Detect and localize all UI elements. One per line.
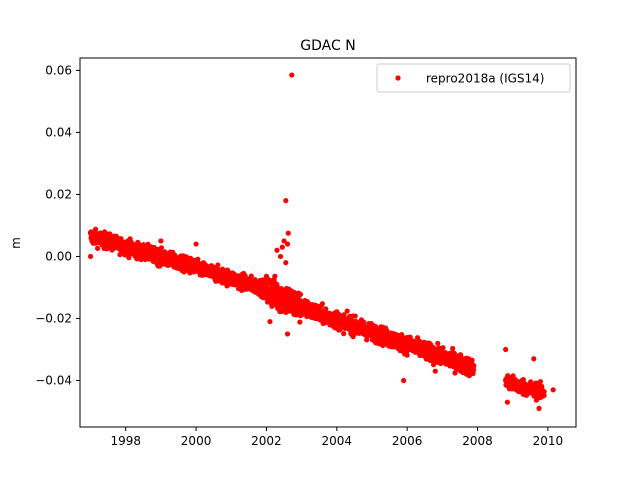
x-tick-label: 2006	[392, 434, 423, 448]
data-point	[536, 405, 542, 411]
chart-title: GDAC N	[300, 38, 355, 54]
data-point	[469, 357, 475, 363]
data-point	[440, 345, 446, 351]
x-tick-label: 2008	[462, 434, 493, 448]
data-point	[93, 226, 99, 232]
data-point	[158, 238, 164, 244]
x-axis-ticks: 1998 2000 2002 2004 2006 2008 2010	[110, 427, 563, 448]
y-tick-label: 0.02	[45, 187, 72, 201]
legend-box	[376, 63, 571, 93]
data-point	[352, 313, 358, 319]
data-point	[183, 254, 190, 260]
data-point	[541, 392, 547, 399]
data-point	[297, 291, 303, 297]
data-point	[285, 230, 291, 236]
x-tick-label: 2004	[322, 434, 353, 448]
data-point	[94, 245, 101, 251]
legend-label-repro2018a: repro2018a (IGS14)	[426, 72, 544, 86]
data-point	[283, 198, 289, 204]
data-point	[267, 318, 273, 325]
data-points	[87, 72, 556, 411]
x-tick-label: 2000	[181, 434, 212, 448]
data-point	[284, 331, 291, 337]
data-point	[337, 326, 343, 333]
data-point	[158, 245, 165, 251]
data-point	[450, 345, 456, 352]
legend-marker-repro2018a	[395, 75, 401, 81]
data-point	[550, 387, 556, 393]
data-point	[341, 312, 347, 318]
data-point	[344, 308, 350, 314]
data-point	[274, 247, 280, 253]
y-tick-label: 0.06	[45, 63, 72, 77]
data-point	[361, 319, 367, 325]
data-point	[471, 367, 477, 373]
y-tick-label: −0.02	[35, 311, 72, 325]
data-point	[520, 376, 527, 383]
data-point	[401, 377, 407, 384]
data-point	[289, 72, 295, 78]
x-tick-label: 2010	[533, 434, 564, 448]
data-point	[281, 238, 287, 244]
data-point	[272, 273, 278, 279]
data-point	[435, 340, 441, 346]
data-point	[407, 334, 413, 340]
data-point	[277, 253, 284, 260]
data-point	[537, 378, 544, 385]
data-point	[404, 352, 410, 358]
data-point	[279, 244, 285, 250]
data-point	[181, 269, 187, 275]
data-point	[432, 368, 438, 374]
data-point	[283, 260, 289, 266]
data-point	[248, 273, 254, 279]
data-point	[297, 319, 303, 325]
data-point	[215, 262, 221, 268]
data-point	[504, 399, 510, 405]
data-point	[341, 331, 347, 337]
y-axis-label: m	[9, 237, 23, 249]
data-point	[471, 363, 477, 369]
data-point	[503, 346, 509, 353]
y-tick-label: 0.00	[45, 249, 72, 263]
y-tick-label: 0.04	[45, 125, 72, 139]
y-axis-ticks: −0.04 −0.02 0.00 0.02 0.04 0.06	[35, 63, 80, 387]
data-point	[87, 253, 94, 260]
legend: repro2018a (IGS14)	[376, 63, 571, 93]
y-tick-label: −0.04	[35, 373, 72, 387]
data-point	[284, 241, 291, 247]
data-point	[319, 301, 325, 307]
data-point	[531, 356, 537, 362]
plot-frame	[79, 57, 577, 428]
data-point	[541, 388, 547, 395]
x-tick-label: 2002	[251, 434, 282, 448]
x-tick-label: 1998	[110, 434, 141, 448]
data-point	[193, 241, 199, 247]
